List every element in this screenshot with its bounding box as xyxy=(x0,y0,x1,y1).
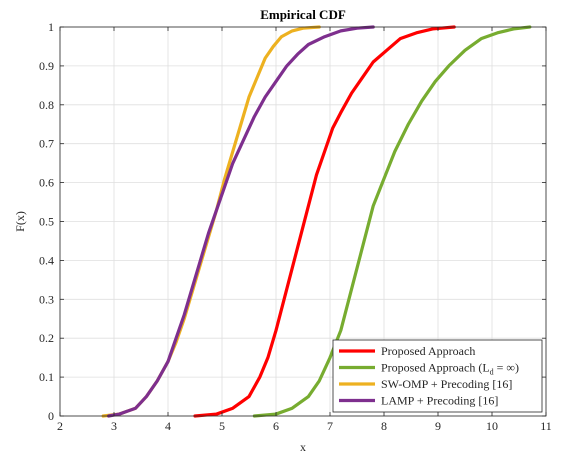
y-axis-label: F(x) xyxy=(13,211,27,232)
tick-marks xyxy=(59,26,547,417)
y-tick-label: 0.8 xyxy=(39,98,54,112)
legend: Proposed Approach Proposed Approach (Ld =… xyxy=(332,339,543,413)
series-line-4 xyxy=(106,25,375,418)
y-tick-label: 0.3 xyxy=(39,292,54,306)
y-tick-label: 0.1 xyxy=(39,370,54,384)
x-tick-label: 6 xyxy=(273,419,279,433)
series-line-2 xyxy=(252,25,532,418)
legend-label: Proposed Approach (Ld = ∞) xyxy=(381,361,519,377)
legend-label: SW-OMP + Precoding [16] xyxy=(381,377,512,391)
series-line-1 xyxy=(193,25,456,418)
legend-label: Proposed Approach xyxy=(381,344,475,358)
x-tick-label: 8 xyxy=(381,419,387,433)
y-tick-label: 0.9 xyxy=(39,59,54,73)
y-tick-label: 0.7 xyxy=(39,137,54,151)
y-tick-label: 0.2 xyxy=(39,331,54,345)
x-tick-label: 2 xyxy=(57,419,63,433)
y-tick-label: 0 xyxy=(48,409,54,423)
chart-title: Empirical CDF xyxy=(260,7,346,22)
series-layer xyxy=(101,25,532,418)
x-tick-label: 5 xyxy=(219,419,225,433)
y-tick-label: 0.5 xyxy=(39,215,54,229)
x-tick-label: 11 xyxy=(540,419,552,433)
x-tick-label: 3 xyxy=(111,419,117,433)
x-tick-label: 7 xyxy=(327,419,333,433)
tick-labels: 2 3 4 5 6 7 8 9 10 11 0 0.1 0.2 0.3 0.4 0.5 0.6 0.7 0.8 0.9… xyxy=(39,20,552,433)
x-tick-label: 4 xyxy=(165,419,171,433)
legend-label: LAMP + Precoding [16] xyxy=(381,394,498,408)
y-tick-label: 0.4 xyxy=(39,253,54,267)
x-axis-label: x xyxy=(300,440,306,454)
x-tick-label: 9 xyxy=(435,419,441,433)
x-tick-label: 10 xyxy=(486,419,498,433)
y-tick-label: 1 xyxy=(48,20,54,34)
y-tick-label: 0.6 xyxy=(39,176,54,190)
